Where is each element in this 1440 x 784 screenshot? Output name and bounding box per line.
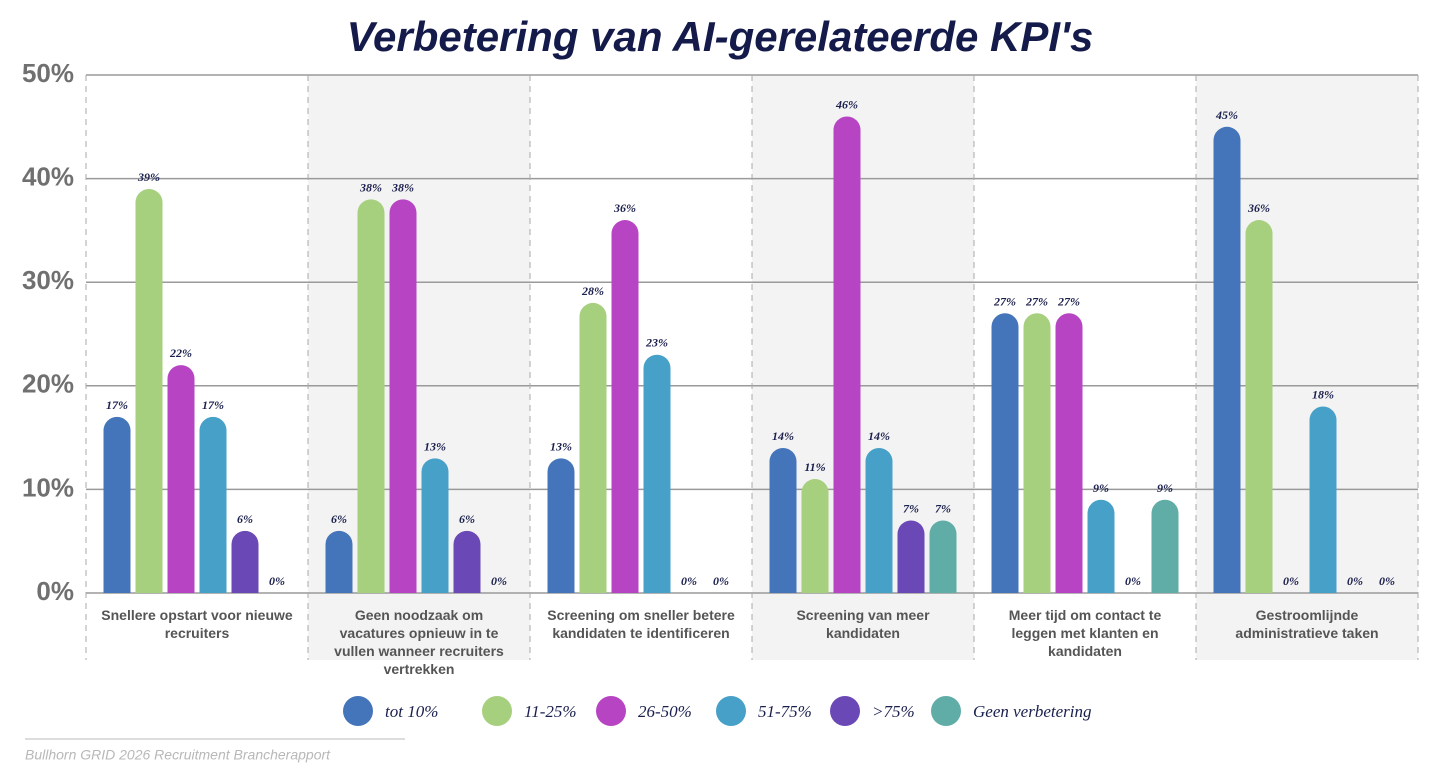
value-label: 0%: [713, 574, 729, 588]
bar: [357, 199, 385, 593]
value-label: 36%: [1247, 201, 1270, 215]
bar: [325, 530, 353, 593]
x-tick-label: Screening om sneller betere kandidaten t…: [547, 607, 735, 641]
bar: [897, 520, 925, 593]
legend-swatch: [716, 696, 746, 726]
legend-swatch: [343, 696, 373, 726]
value-label: 7%: [903, 501, 919, 515]
bar: [389, 199, 417, 593]
bar: [1023, 313, 1051, 593]
y-tick-label: 0%: [36, 576, 74, 606]
value-label: 27%: [1025, 294, 1048, 308]
source: Bullhorn GRID 2026 Recruitment Branchera…: [25, 747, 331, 763]
legend-label: 51-75%: [758, 702, 812, 721]
legend-swatch: [931, 696, 961, 726]
legend-swatch: [830, 696, 860, 726]
value-label: 6%: [459, 512, 475, 526]
bar: [103, 416, 131, 593]
value-label: 27%: [1057, 294, 1080, 308]
bar: [579, 302, 607, 593]
bar: [865, 447, 893, 593]
x-tick-label: Meer tijd om contact te leggen met klant…: [1008, 607, 1162, 659]
bar: [167, 365, 195, 593]
legend-label: 26-50%: [638, 702, 692, 721]
value-label: 27%: [993, 294, 1016, 308]
value-label: 6%: [331, 512, 347, 526]
value-label: 18%: [1312, 388, 1334, 402]
value-label: 0%: [1125, 574, 1141, 588]
value-label: 11%: [804, 460, 825, 474]
bar: [1151, 499, 1179, 593]
bar: [1245, 220, 1273, 594]
value-label: 0%: [1283, 574, 1299, 588]
x-tick-label: Geen noodzaak om vacatures opnieuw in te…: [334, 607, 504, 677]
value-label: 0%: [269, 574, 285, 588]
legend-swatch: [482, 696, 512, 726]
value-label: 13%: [424, 439, 446, 453]
value-label: 46%: [835, 97, 858, 111]
bar: [1309, 406, 1337, 593]
bar: [643, 354, 671, 593]
chart-title: Verbetering van AI-gerelateerde KPI's: [347, 13, 1094, 60]
legend-label: Geen verbetering: [973, 702, 1091, 721]
value-label: 14%: [772, 429, 794, 443]
bar: [199, 416, 227, 593]
bar: [231, 530, 259, 593]
bar: [421, 458, 449, 593]
value-label: 7%: [935, 501, 951, 515]
y-tick-label: 10%: [22, 472, 74, 502]
bar: [1087, 499, 1115, 593]
y-tick-label: 40%: [22, 161, 74, 191]
value-label: 9%: [1157, 481, 1173, 495]
y-tick-label: 50%: [22, 58, 74, 88]
bar: [801, 479, 829, 593]
bar: [991, 313, 1019, 593]
y-tick-label: 20%: [22, 369, 74, 399]
legend-label: tot 10%: [385, 702, 438, 721]
bar: [611, 220, 639, 594]
bar: [1213, 126, 1241, 594]
value-label: 22%: [169, 346, 192, 360]
value-label: 0%: [491, 574, 507, 588]
bar: [453, 530, 481, 593]
value-label: 38%: [359, 180, 382, 194]
value-label: 0%: [681, 574, 697, 588]
x-tick-label: Snellere opstart voor nieuwe recruiters: [101, 607, 293, 641]
value-label: 14%: [868, 429, 890, 443]
bar: [833, 116, 861, 593]
legend-swatch: [596, 696, 626, 726]
bar: [769, 447, 797, 593]
value-label: 23%: [645, 336, 668, 350]
value-label: 28%: [581, 284, 604, 298]
x-tick-label: Gestroomlijnde administratieve taken: [1235, 607, 1379, 641]
y-tick-label: 30%: [22, 265, 74, 295]
value-label: 45%: [1215, 108, 1238, 122]
value-label: 0%: [1347, 574, 1363, 588]
value-label: 6%: [237, 512, 253, 526]
value-label: 9%: [1093, 481, 1109, 495]
x-tick-label: Screening van meer kandidaten: [796, 607, 930, 641]
bar: [135, 188, 163, 593]
legend-label: 11-25%: [524, 702, 577, 721]
value-label: 17%: [106, 398, 128, 412]
value-label: 0%: [1379, 574, 1395, 588]
value-label: 39%: [137, 170, 160, 184]
value-label: 17%: [202, 398, 224, 412]
value-label: 38%: [391, 180, 414, 194]
value-label: 13%: [550, 439, 572, 453]
legend-label: >75%: [872, 702, 915, 721]
value-label: 36%: [613, 201, 636, 215]
bar: [547, 458, 575, 593]
bar: [929, 520, 957, 593]
bar: [1055, 313, 1083, 593]
